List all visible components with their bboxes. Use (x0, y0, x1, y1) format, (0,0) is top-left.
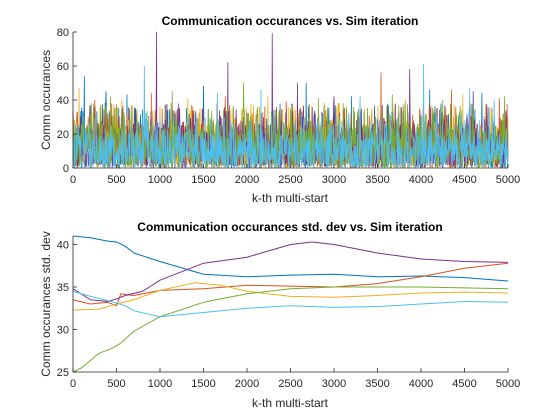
series-line-6 (72, 63, 509, 169)
x-tick-label: 500 (107, 174, 125, 186)
x-tick-label: 2500 (278, 378, 302, 390)
x-tick-label: 1500 (191, 378, 215, 390)
series-line-3 (72, 282, 509, 311)
chart-1-series-group (72, 31, 509, 169)
chart-1-y-ticks: 0 20 40 60 80 (57, 27, 77, 175)
x-tick-label: 2000 (235, 174, 259, 186)
y-tick-label: 20 (57, 129, 69, 141)
x-tick-label: 5000 (496, 174, 520, 186)
chart-2-series-group (72, 235, 509, 373)
x-tick-label: 4000 (409, 378, 433, 390)
chart-comm-occurances: Communication occurances vs. Sim iterati… (39, 14, 520, 205)
series-line-5 (72, 286, 509, 373)
chart-comm-std-dev: Communication occurances std. dev vs. Si… (39, 220, 520, 410)
x-tick-label: 1000 (148, 378, 172, 390)
x-tick-label: 0 (70, 174, 76, 186)
series-line-2 (72, 262, 509, 307)
chart-2-y-ticks: 25 30 35 40 (57, 240, 77, 379)
x-tick-label: 5000 (496, 378, 520, 390)
x-tick-label: 500 (107, 378, 125, 390)
chart-2-plot-area (73, 236, 508, 372)
chart-2-y-axis-label: Comm occurances std. dev (39, 231, 53, 376)
series-line-1 (72, 235, 509, 282)
x-tick-label: 3000 (322, 174, 346, 186)
x-tick-label: 3000 (322, 378, 346, 390)
y-tick-label: 25 (57, 367, 69, 379)
chart-1-x-axis-label: k-th multi-start (252, 191, 329, 205)
x-tick-label: 3500 (365, 378, 389, 390)
chart-1-x-ticks: 0 500 1000 1500 2000 2500 3000 3500 4000 4500 5000 (70, 164, 520, 186)
y-tick-label: 30 (57, 325, 69, 337)
x-tick-label: 3500 (365, 174, 389, 186)
series-line-4 (72, 241, 509, 302)
x-tick-label: 0 (70, 378, 76, 390)
x-tick-label: 2500 (278, 174, 302, 186)
y-tick-label: 40 (57, 95, 69, 107)
series-line-6 (72, 290, 509, 318)
y-tick-label: 0 (63, 163, 69, 175)
chart-2-x-axis-label: k-th multi-start (252, 396, 329, 410)
x-tick-label: 2000 (235, 378, 259, 390)
y-tick-label: 35 (57, 282, 69, 294)
y-tick-label: 80 (57, 27, 69, 39)
y-tick-label: 40 (57, 240, 69, 252)
chart-2-x-ticks: 0 500 1000 1500 2000 2500 3000 3500 4000 4500 5000 (70, 368, 520, 390)
chart-1-title: Communication occurances vs. Sim iterati… (162, 14, 419, 28)
y-tick-label: 60 (57, 61, 69, 73)
x-tick-label: 4000 (409, 174, 433, 186)
x-tick-label: 4500 (452, 378, 476, 390)
chart-2-title: Communication occurances std. dev vs. Si… (137, 220, 442, 234)
x-tick-label: 1500 (191, 174, 215, 186)
chart-1-y-axis-label: Comm occurances (39, 50, 53, 150)
x-tick-label: 4500 (452, 174, 476, 186)
x-tick-label: 1000 (148, 174, 172, 186)
